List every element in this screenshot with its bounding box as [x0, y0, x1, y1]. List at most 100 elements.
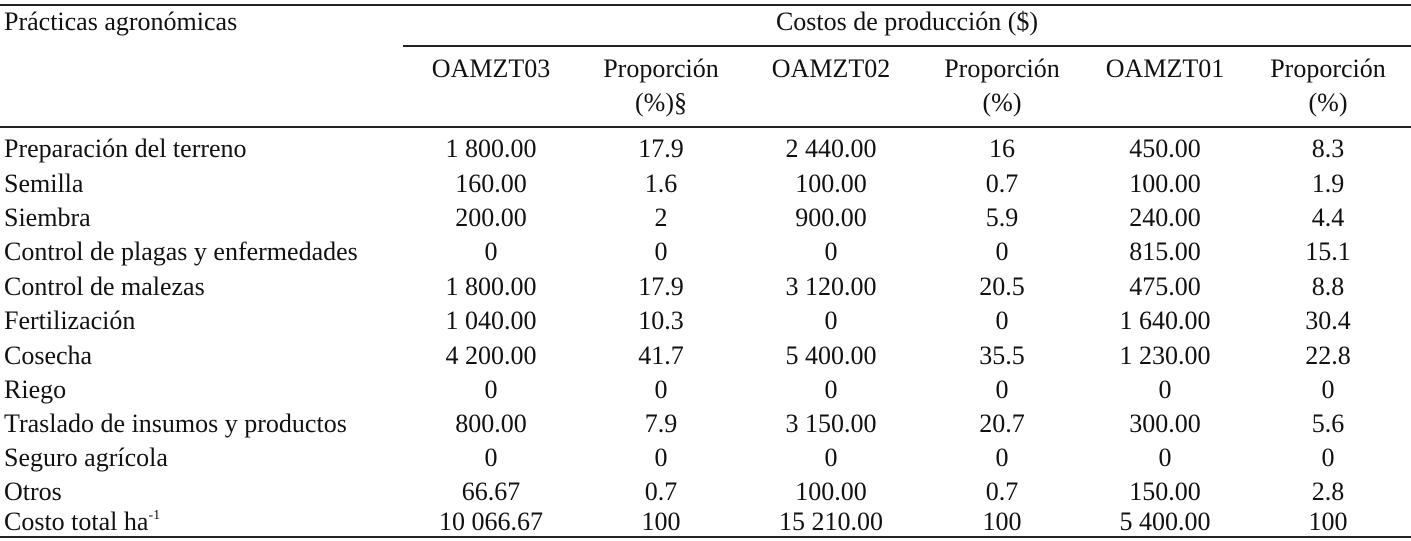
table-cell: 0.7 [985, 477, 1019, 506]
row-label-text: Otros [4, 477, 62, 506]
table-cell: 100.00 [795, 169, 867, 198]
table-cell: 160.00 [455, 169, 527, 198]
table-cell: 4.4 [1311, 203, 1345, 232]
table-cell: 15 210.00 [779, 507, 883, 536]
table-cell: 1 040.00 [445, 306, 537, 335]
row-label: Costo total ha-1 [4, 507, 160, 537]
row-label: Fertilización [4, 306, 135, 336]
row-label-text: Costo total ha [4, 507, 149, 536]
table-cell: 1 800.00 [445, 134, 537, 163]
stub-header: Prácticas agronómicas [4, 7, 238, 36]
table-cell: 0 [1158, 443, 1172, 472]
table-cell: 200.00 [455, 203, 527, 232]
column-header: Proporción [603, 54, 719, 83]
table-cell: 17.9 [638, 272, 684, 301]
row-label: Traslado de insumos y productos [4, 409, 347, 439]
table-cell: 100 [641, 507, 681, 536]
row-label: Siembra [4, 203, 91, 233]
table-cell: 0 [1321, 375, 1335, 404]
row-label-text: Cosecha [4, 341, 93, 370]
table-cell: 5 400.00 [785, 341, 877, 370]
table-cell: 0 [484, 375, 498, 404]
row-label-text: Seguro agrícola [4, 443, 168, 472]
table-cell: 3 150.00 [785, 409, 877, 438]
table-cell: 100.00 [795, 477, 867, 506]
row-label-text: Preparación del terreno [4, 134, 247, 163]
table-cell: 100 [982, 507, 1022, 536]
table-cell: 815.00 [1129, 237, 1201, 266]
group-header-rule [403, 45, 1411, 47]
table-cell: 1.9 [1311, 169, 1345, 198]
table-cell: 100.00 [1129, 169, 1201, 198]
table-cell: 22.8 [1305, 341, 1351, 370]
table-cell: 0 [824, 306, 838, 335]
row-label-text: Siembra [4, 203, 91, 232]
table-cell: 15.1 [1305, 237, 1351, 266]
table-cell: 0 [824, 375, 838, 404]
group-header: Costos de producción ($) [775, 7, 1039, 36]
column-header: Proporción [1270, 54, 1386, 83]
table-cell: 0 [1158, 375, 1172, 404]
column-header-unit: (%)§ [635, 88, 687, 117]
table-cell: 450.00 [1129, 134, 1201, 163]
table-cell: 35.5 [979, 341, 1025, 370]
top-rule [0, 4, 1411, 6]
table-cell: 0 [824, 237, 838, 266]
header-bottom-rule [0, 126, 1411, 128]
table-cell: 900.00 [795, 203, 867, 232]
column-header: OAMZT01 [1105, 54, 1225, 83]
row-label-text: Control de plagas y enfermedades [4, 237, 358, 266]
table-cell: 0 [995, 237, 1009, 266]
table-cell: 8.8 [1311, 272, 1345, 301]
table-cell: 2.8 [1311, 477, 1345, 506]
table-cell: 0 [824, 443, 838, 472]
table-cell: 0 [654, 443, 668, 472]
row-label: Semilla [4, 169, 83, 199]
table-cell: 8.3 [1311, 134, 1345, 163]
column-header: Proporción [944, 54, 1060, 83]
table-cell: 4 200.00 [445, 341, 537, 370]
table-cell: 1 230.00 [1119, 341, 1211, 370]
table-cell: 0 [484, 443, 498, 472]
table-cell: 0.7 [644, 477, 678, 506]
table-cell: 800.00 [455, 409, 527, 438]
table-cell: 20.7 [979, 409, 1025, 438]
table-cell: 10 066.67 [439, 507, 543, 536]
row-label: Control de malezas [4, 272, 205, 302]
table-cell: 20.5 [979, 272, 1025, 301]
column-header: OAMZT03 [431, 54, 551, 83]
table-cell: 5.9 [985, 203, 1019, 232]
row-label-text: Fertilización [4, 306, 136, 335]
table-cell: 41.7 [638, 341, 684, 370]
table-cell: 3 120.00 [785, 272, 877, 301]
table-cell: 150.00 [1129, 477, 1201, 506]
row-label-text: Semilla [4, 169, 84, 198]
table-cell: 5.6 [1311, 409, 1345, 438]
row-label-superscript: -1 [148, 508, 161, 523]
row-label-text: Control de malezas [4, 272, 205, 301]
table-cell: 2 [654, 203, 668, 232]
table-cell: 100 [1308, 507, 1348, 536]
table-cell: 0 [1321, 443, 1335, 472]
row-label: Cosecha [4, 341, 92, 371]
table-cell: 0.7 [985, 169, 1019, 198]
table-cell: 300.00 [1129, 409, 1201, 438]
column-header-unit: (%) [982, 88, 1022, 117]
table-cell: 30.4 [1305, 306, 1351, 335]
table-cell: 0 [995, 375, 1009, 404]
row-label: Preparación del terreno [4, 134, 247, 164]
bottom-rule [0, 536, 1411, 538]
column-header-unit: (%) [1308, 88, 1348, 117]
table-cell: 2 440.00 [785, 134, 877, 163]
table-cell: 1.6 [644, 169, 678, 198]
table-cell: 1 800.00 [445, 272, 537, 301]
table-cell: 10.3 [638, 306, 684, 335]
column-header: OAMZT02 [771, 54, 891, 83]
table-cell: 0 [654, 237, 668, 266]
row-label: Seguro agrícola [4, 443, 168, 473]
table-cell: 0 [995, 443, 1009, 472]
row-label-text: Traslado de insumos y productos [4, 409, 347, 438]
table-cell: 240.00 [1129, 203, 1201, 232]
table-cell: 1 640.00 [1119, 306, 1211, 335]
row-label: Control de plagas y enfermedades [4, 237, 358, 267]
